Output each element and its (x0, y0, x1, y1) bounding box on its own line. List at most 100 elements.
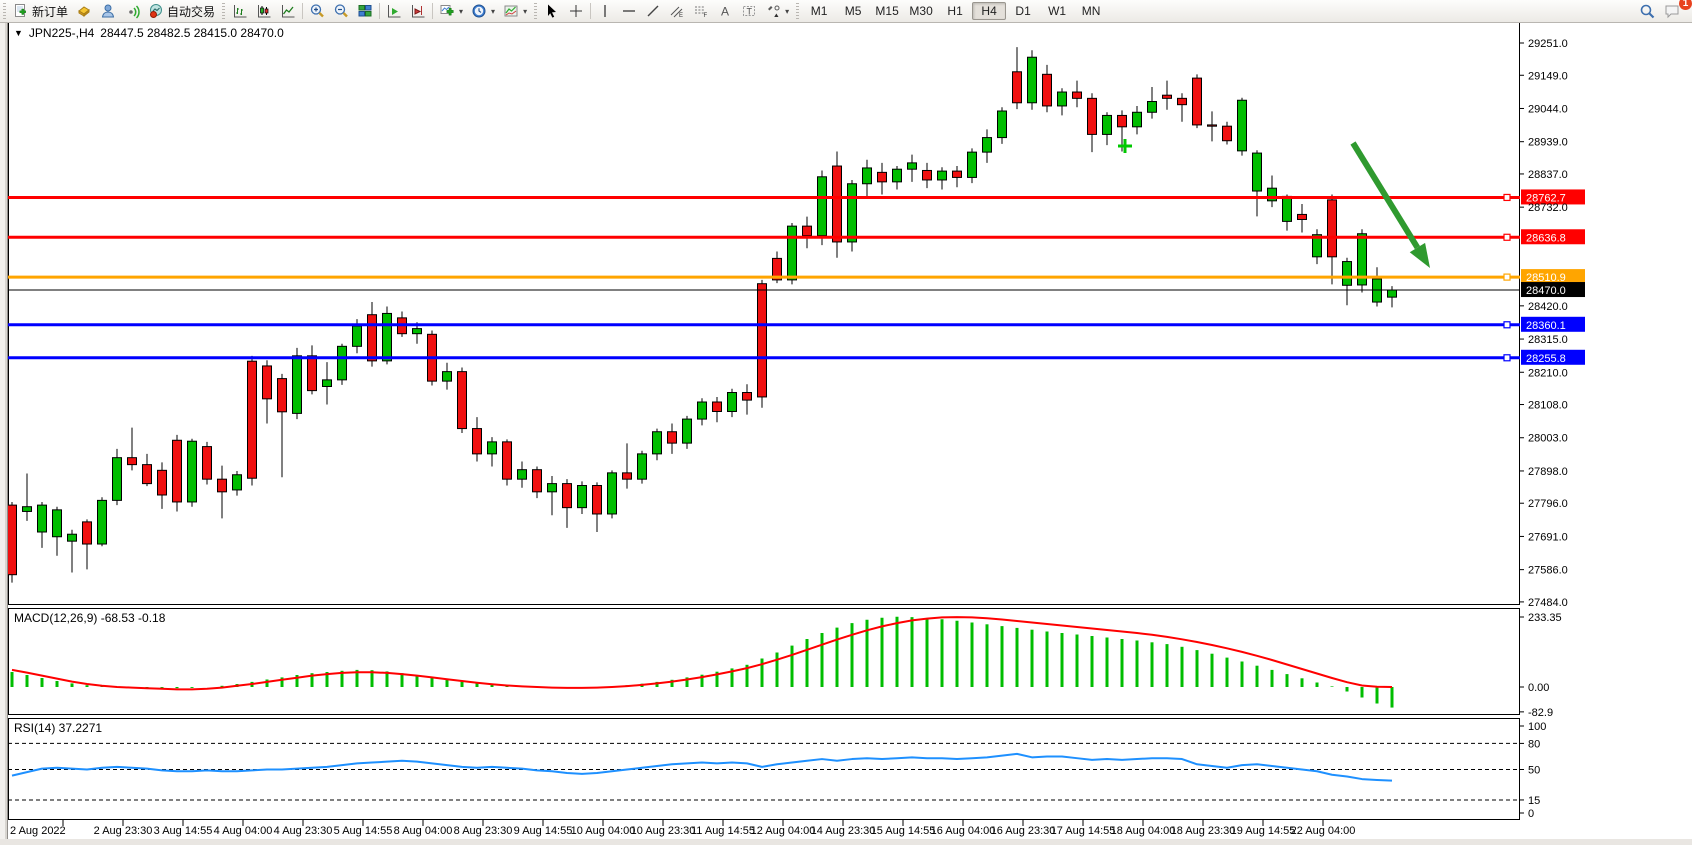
candle-down (1177, 97, 1187, 106)
timeframe-m15[interactable]: M15 (875, 4, 899, 18)
price-tick-label: 27796.0 (1528, 498, 1568, 510)
candle-up (1102, 114, 1112, 135)
timeframe-m1[interactable]: M1 (810, 4, 828, 18)
horizontal-line-tool-button[interactable] (617, 1, 641, 21)
timeframe-h4[interactable]: H4 (972, 2, 1007, 20)
text-tool-button[interactable]: A (713, 1, 737, 21)
candle-up (982, 137, 992, 153)
signals-button[interactable] (120, 1, 144, 21)
time-axis: 2 Aug 2022 2 Aug 23:30 3 Aug 14:55 4 Aug 04… (10, 820, 1355, 837)
tile-windows-button[interactable] (353, 1, 377, 21)
time-label: 18 Aug 04:00 (1111, 825, 1176, 837)
search-button[interactable] (1635, 1, 1660, 21)
timeframe-group: M1 M5 M15 M30 H1 H4 D1 W1 MN (802, 2, 1108, 20)
arrows-dropdown-caret[interactable]: ▾ (785, 6, 790, 16)
periods-button[interactable]: ▾ (467, 1, 499, 21)
candle-down (157, 469, 167, 496)
time-label: 10 Aug 23:30 (631, 825, 696, 837)
rsi-tick-label: 15 (1528, 795, 1540, 807)
vertical-line-tool-button[interactable] (593, 1, 617, 21)
new-order-button[interactable]: 新订单 (9, 1, 72, 21)
line-handle[interactable] (1503, 273, 1511, 281)
toolbar-grip[interactable] (534, 3, 538, 19)
candle-up (547, 483, 557, 493)
indicators-dropdown-caret[interactable]: ▾ (459, 6, 464, 16)
community-button[interactable] (96, 1, 120, 21)
candle-up (787, 225, 797, 281)
timeframe-d1[interactable]: D1 (1015, 4, 1031, 18)
text-label-tool-button[interactable]: T (737, 1, 761, 21)
candle-up (352, 325, 362, 347)
timeframe-h1[interactable]: H1 (947, 4, 963, 18)
plus-marker-annotation[interactable] (1118, 139, 1132, 153)
line-handle[interactable] (1503, 193, 1511, 202)
price-tick-label: 28003.0 (1528, 433, 1568, 445)
line-handle[interactable] (1503, 354, 1511, 362)
gold-button[interactable] (72, 1, 96, 21)
toolbar-grip[interactable] (796, 3, 800, 19)
window-left-edge (0, 22, 8, 845)
fibonacci-tool-button[interactable]: F (689, 1, 713, 21)
periods-dropdown-caret[interactable]: ▾ (491, 6, 496, 16)
autotrading-button[interactable]: 自动交易 (144, 1, 219, 21)
zoom-out-button[interactable] (329, 1, 353, 21)
toolbar-grip[interactable] (222, 3, 226, 19)
crosshair-tool-button[interactable] (564, 1, 588, 21)
cursor-tool-button[interactable] (540, 1, 564, 21)
chart-menu-arrow[interactable]: ▼ (14, 28, 23, 38)
horizontal-line-icon (623, 10, 636, 12)
bar-chart-button[interactable] (228, 1, 252, 21)
templates-dropdown-caret[interactable]: ▾ (523, 6, 528, 16)
chart-shift-button[interactable] (406, 1, 430, 21)
auto-scroll-button[interactable] (382, 1, 406, 21)
pane-border (8, 608, 1520, 715)
candle-down (7, 504, 17, 576)
trendline-tool-button[interactable] (641, 1, 665, 21)
signal-waves-icon (129, 5, 140, 19)
rsi-tick-label: 100 (1528, 721, 1546, 733)
line-handle[interactable] (1503, 233, 1511, 241)
price-axis: 29251.0 29149.0 29044.0 28939.0 28837.0 28732… (1520, 38, 1568, 609)
candle-up (1357, 233, 1367, 286)
zoom-in-button[interactable] (305, 1, 329, 21)
time-label: 11 Aug 14:55 (691, 825, 755, 837)
candle-down (472, 428, 482, 455)
candle-up (697, 401, 707, 420)
trend-arrow-annotation[interactable] (1350, 141, 1420, 250)
timeframe-m30[interactable]: M30 (909, 4, 933, 18)
candles (7, 47, 1397, 583)
time-label: 10 Aug 04:00 (571, 825, 636, 837)
candle-up (997, 110, 1007, 139)
candle-up (847, 183, 857, 243)
toolbar-grip[interactable] (3, 3, 6, 19)
candle-up (322, 379, 332, 388)
candle-up (487, 441, 497, 455)
macd-tick-label: 0.00 (1528, 682, 1549, 694)
price-badge (1521, 269, 1585, 285)
line-chart-button[interactable] (276, 1, 300, 21)
timeframe-mn[interactable]: MN (1081, 4, 1101, 18)
line-handle[interactable] (1503, 321, 1511, 329)
timeframe-w1[interactable]: W1 (1048, 4, 1067, 18)
notifications-button[interactable]: 1 (1660, 0, 1692, 21)
candle-down (217, 478, 227, 493)
price-tick-label: 27484.0 (1528, 597, 1568, 609)
templates-button[interactable]: ▾ (499, 1, 531, 21)
arrows-tool-button[interactable]: ▾ (761, 1, 793, 21)
notification-badge: 1 (1679, 0, 1692, 10)
candlestick-chart-button[interactable] (252, 1, 276, 21)
candle-down (712, 401, 722, 412)
channel-tool-button[interactable]: E (665, 1, 689, 21)
price-tick-label: 28420.0 (1528, 301, 1568, 313)
timeframe-m5[interactable]: M5 (844, 4, 862, 18)
candle-down (262, 365, 272, 400)
indicators-button[interactable]: ▾ (435, 1, 467, 21)
candle-up (187, 440, 197, 503)
candle-down (277, 378, 287, 413)
line-chart-icon (282, 5, 295, 18)
candle-down (202, 446, 212, 480)
